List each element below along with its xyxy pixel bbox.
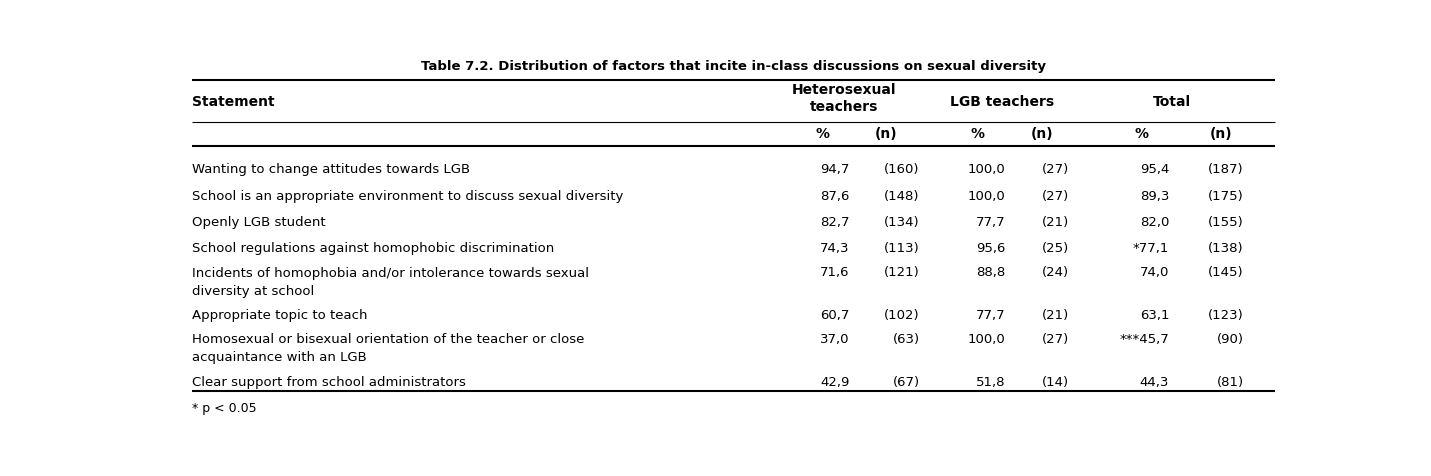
Text: 89,3: 89,3 [1141,189,1169,202]
Text: Incidents of homophobia and/or intolerance towards sexual
diversity at school: Incidents of homophobia and/or intoleran… [192,266,590,297]
Text: Table 7.2. Distribution of factors that incite in-class discussions on sexual di: Table 7.2. Distribution of factors that … [421,60,1046,73]
Text: 88,8: 88,8 [976,266,1005,278]
Text: School regulations against homophobic discrimination: School regulations against homophobic di… [192,242,554,255]
Text: (63): (63) [893,332,920,345]
Text: 82,0: 82,0 [1141,216,1169,228]
Text: 60,7: 60,7 [820,308,850,322]
Text: (155): (155) [1208,216,1244,228]
Text: (24): (24) [1042,266,1069,278]
Text: (21): (21) [1042,216,1069,228]
Text: 100,0: 100,0 [967,189,1005,202]
Text: Total: Total [1152,95,1191,109]
Text: (102): (102) [884,308,920,322]
Text: *77,1: *77,1 [1133,242,1169,255]
Text: Heterosexual
teachers: Heterosexual teachers [791,83,897,114]
Text: (n): (n) [876,127,897,141]
Text: (123): (123) [1208,308,1244,322]
Text: %: % [1135,127,1149,141]
Text: Wanting to change attitudes towards LGB: Wanting to change attitudes towards LGB [192,163,471,176]
Text: Clear support from school administrators: Clear support from school administrators [192,376,467,388]
Text: Appropriate topic to teach: Appropriate topic to teach [192,308,368,322]
Text: 74,0: 74,0 [1141,266,1169,278]
Text: (27): (27) [1042,163,1069,176]
Text: 82,7: 82,7 [820,216,850,228]
Text: 77,7: 77,7 [976,216,1005,228]
Text: (121): (121) [884,266,920,278]
Text: 95,4: 95,4 [1141,163,1169,176]
Text: * p < 0.05: * p < 0.05 [192,401,256,415]
Text: 77,7: 77,7 [976,308,1005,322]
Text: (25): (25) [1042,242,1069,255]
Text: 37,0: 37,0 [820,332,850,345]
Text: (67): (67) [893,376,920,388]
Text: (27): (27) [1042,189,1069,202]
Text: 74,3: 74,3 [820,242,850,255]
Text: (134): (134) [884,216,920,228]
Text: (14): (14) [1042,376,1069,388]
Text: 87,6: 87,6 [820,189,850,202]
Text: (81): (81) [1216,376,1244,388]
Text: (145): (145) [1208,266,1244,278]
Text: 100,0: 100,0 [967,163,1005,176]
Text: 100,0: 100,0 [967,332,1005,345]
Text: (n): (n) [1211,127,1232,141]
Text: (90): (90) [1216,332,1244,345]
Text: (160): (160) [884,163,920,176]
Text: (27): (27) [1042,332,1069,345]
Text: 94,7: 94,7 [820,163,850,176]
Text: ***45,7: ***45,7 [1119,332,1169,345]
Text: %: % [816,127,829,141]
Text: 63,1: 63,1 [1139,308,1169,322]
Text: %: % [970,127,985,141]
Text: Statement: Statement [192,95,275,109]
Text: 44,3: 44,3 [1141,376,1169,388]
Text: Openly LGB student: Openly LGB student [192,216,326,228]
Text: 71,6: 71,6 [820,266,850,278]
Text: School is an appropriate environment to discuss sexual diversity: School is an appropriate environment to … [192,189,624,202]
Text: Homosexual or bisexual orientation of the teacher or close
acquaintance with an : Homosexual or bisexual orientation of th… [192,333,584,364]
Text: 51,8: 51,8 [976,376,1005,388]
Text: (148): (148) [884,189,920,202]
Text: (21): (21) [1042,308,1069,322]
Text: (187): (187) [1208,163,1244,176]
Text: (138): (138) [1208,242,1244,255]
Text: 42,9: 42,9 [820,376,850,388]
Text: 95,6: 95,6 [976,242,1005,255]
Text: LGB teachers: LGB teachers [950,95,1053,109]
Text: (175): (175) [1208,189,1244,202]
Text: (n): (n) [1030,127,1053,141]
Text: (113): (113) [884,242,920,255]
